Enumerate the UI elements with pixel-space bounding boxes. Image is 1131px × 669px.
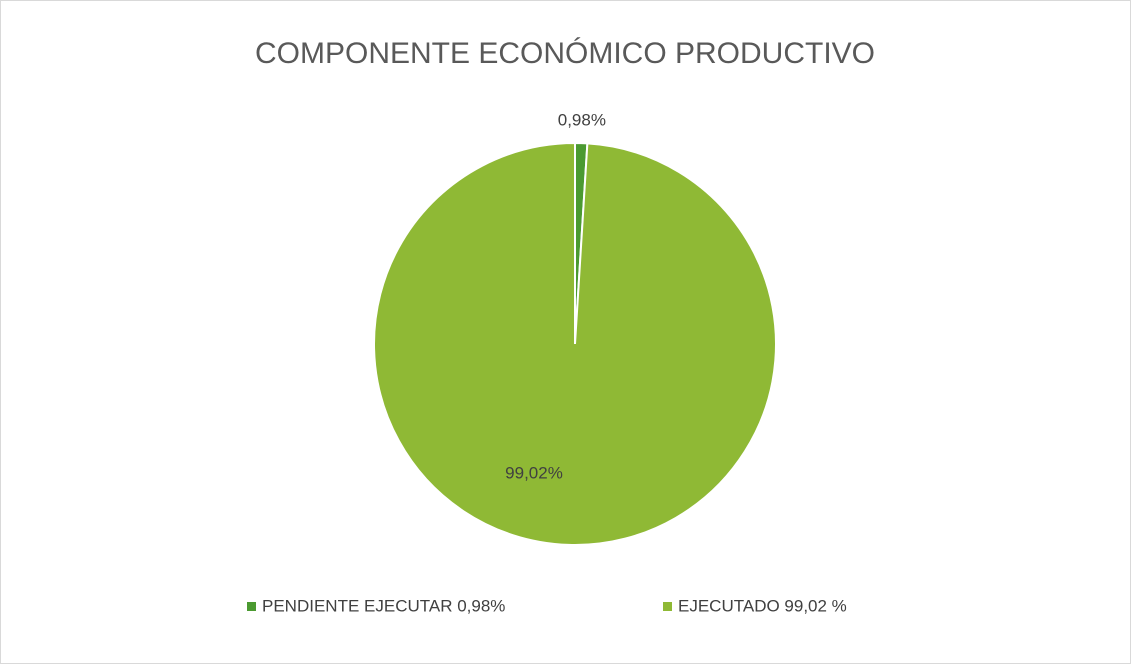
data-label: 0,98% — [558, 111, 606, 130]
legend-swatch — [247, 602, 256, 611]
legend-swatch — [663, 602, 672, 611]
legend-label: PENDIENTE EJECUTAR 0,98% — [262, 596, 505, 615]
data-label: 99,02% — [505, 463, 563, 482]
pie-slice — [373, 141, 777, 546]
legend-label: EJECUTADO 99,02 % — [678, 596, 847, 615]
chart-title: COMPONENTE ECONÓMICO PRODUCTIVO — [255, 37, 875, 70]
